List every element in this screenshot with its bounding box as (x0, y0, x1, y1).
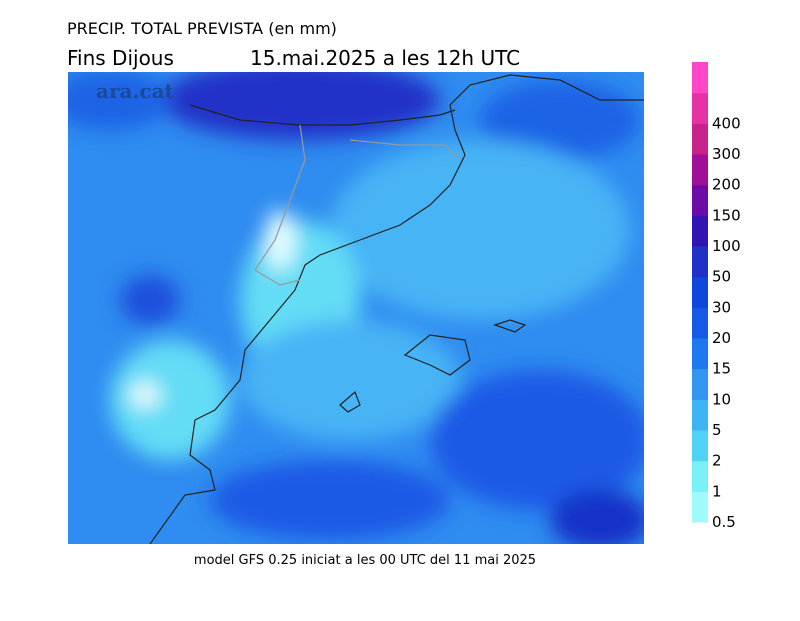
legend-swatch (692, 92, 708, 124)
footer: model GFS 0.25 iniciat a les 00 UTC del … (194, 553, 536, 568)
legend-label: 150 (712, 206, 741, 224)
title: PRECIP. TOTAL PREVISTA (en mm) (67, 19, 337, 38)
legend-swatch (692, 154, 708, 186)
period: Fins Dijous (67, 46, 174, 70)
legend-label: 2 (712, 452, 722, 470)
legend-label: 400 (712, 114, 741, 132)
legend-swatch (692, 123, 708, 155)
legend-swatch (692, 246, 708, 278)
legend-swatch (692, 307, 708, 339)
legend-label: 20 (712, 329, 731, 347)
legend-swatch (692, 276, 708, 308)
legend-label: 300 (712, 145, 741, 163)
legend-label: 50 (712, 268, 731, 286)
legend-label: 30 (712, 298, 731, 316)
legend-label: 1 (712, 482, 722, 500)
color-legend: 0.5 1 2 5 10 15 20 30 50 100 150 200 300 400 (692, 62, 741, 531)
legend-label: 5 (712, 421, 722, 439)
valid-time: 15.mai.2025 a les 12h UTC (250, 46, 520, 70)
legend-label: 100 (712, 237, 741, 255)
legend-swatch (692, 62, 708, 94)
legend-label: 0.5 (712, 513, 736, 531)
legend-swatch (692, 399, 708, 431)
legend-swatch (692, 491, 708, 523)
map: ara.cat (68, 72, 644, 544)
legend-label: 10 (712, 390, 731, 408)
legend-label: 200 (712, 176, 741, 194)
legend-swatch (692, 368, 708, 400)
legend-swatch (692, 460, 708, 492)
legend-swatch (692, 430, 708, 462)
watermark: ara.cat (96, 79, 175, 103)
legend-label: 15 (712, 360, 731, 378)
legend-swatch (692, 215, 708, 247)
legend-swatch (692, 338, 708, 370)
legend-swatch (692, 184, 708, 216)
